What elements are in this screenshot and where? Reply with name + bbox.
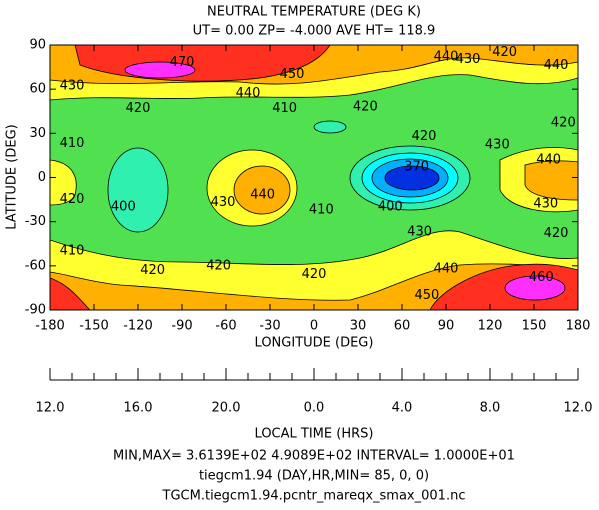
y-tick-label: 0 <box>38 170 46 185</box>
x-tick-label: 150 <box>522 319 547 334</box>
contour-label: 420 <box>412 129 437 144</box>
contour-label: 430 <box>407 224 432 239</box>
contour-label: 420 <box>140 263 165 278</box>
contour-label: 460 <box>529 270 554 285</box>
contour-label: 420 <box>544 226 569 241</box>
lt-tick-label: 12.0 <box>564 401 593 416</box>
lt-tick-label: 4.0 <box>392 401 413 416</box>
lt-tick-label: 16.0 <box>124 401 153 416</box>
contour-label: 430 <box>60 79 85 94</box>
x-tick-label: -30 <box>259 319 280 334</box>
y-tick-label: 60 <box>29 82 46 97</box>
x-tick-label: 60 <box>394 319 411 334</box>
contour-label: 440 <box>434 261 459 276</box>
x-tick-label: -90 <box>171 319 192 334</box>
contour-label: 420 <box>492 45 517 60</box>
contour-label: 420 <box>353 99 378 114</box>
x-tick-label: -120 <box>123 319 153 334</box>
y-tick-label: 30 <box>29 126 46 141</box>
contour-label: 430 <box>533 197 558 212</box>
contour-label: 420 <box>206 258 231 273</box>
contour-label: 440 <box>236 86 261 101</box>
lt-tick-label: 0.0 <box>304 401 325 416</box>
y-tick-label: -90 <box>25 303 46 318</box>
x-tick-label: -60 <box>215 319 236 334</box>
y-tick-label: 90 <box>29 38 46 53</box>
contour-label: 410 <box>60 136 85 151</box>
contour-label: 420 <box>551 116 576 131</box>
contour-label: 410 <box>309 202 334 217</box>
x-tick-label: -180 <box>35 319 65 334</box>
contour-label: 470 <box>170 55 195 70</box>
lt-tick-label: 8.0 <box>480 401 501 416</box>
contour-fill <box>50 45 578 310</box>
contour-label: 420 <box>60 192 85 207</box>
contour-label: 430 <box>211 195 236 210</box>
chart-subtitle: UT= 0.00 ZP= -4.000 AVE HT= 118.9 <box>193 24 436 39</box>
contour-label: 440 <box>250 188 275 203</box>
y-tick-label: -60 <box>25 258 46 273</box>
x-tick-label: 30 <box>350 319 367 334</box>
contour-label: 430 <box>456 52 481 67</box>
x-axis-label: LONGITUDE (DEG) <box>255 336 374 351</box>
x-tick-label: 0 <box>310 319 318 334</box>
contour-label: 410 <box>60 244 85 259</box>
y-tick-label: -30 <box>25 214 46 229</box>
contour-label: 400 <box>111 199 136 214</box>
contour-label: 420 <box>302 267 327 282</box>
contour-label: 450 <box>280 67 305 82</box>
footer-line: TGCM.tiegcm1.94.pcntr_mareqx_smax_001.nc <box>162 489 466 504</box>
x-tick-label: -150 <box>79 319 109 334</box>
contour-label: 420 <box>126 101 151 116</box>
x-tick-label: 90 <box>438 319 455 334</box>
footer-line: tiegcm1.94 (DAY,HR,MIN= 85, 0, 0) <box>199 469 429 484</box>
x-tick-label: 120 <box>478 319 503 334</box>
contour-label: 440 <box>536 152 561 167</box>
chart-title: NEUTRAL TEMPERATURE (DEG K) <box>207 5 421 20</box>
contour-label: 410 <box>272 101 297 116</box>
lt-tick-label: 20.0 <box>212 401 241 416</box>
contour-label: 440 <box>544 58 569 73</box>
lt-tick-label: 12.0 <box>36 401 65 416</box>
x-tick-label: 180 <box>566 319 591 334</box>
y-axis-label: LATITUDE (DEG) <box>5 124 20 229</box>
contour-label: 450 <box>415 288 440 303</box>
contour-label: 370 <box>404 160 429 175</box>
contour-label: 400 <box>378 199 403 214</box>
lt-axis-label: LOCAL TIME (HRS) <box>255 427 374 442</box>
contour-label: 430 <box>485 138 510 153</box>
footer-line: MIN,MAX= 3.6139E+02 4.9089E+02 INTERVAL=… <box>113 449 515 464</box>
contour-label: 440 <box>434 49 459 64</box>
